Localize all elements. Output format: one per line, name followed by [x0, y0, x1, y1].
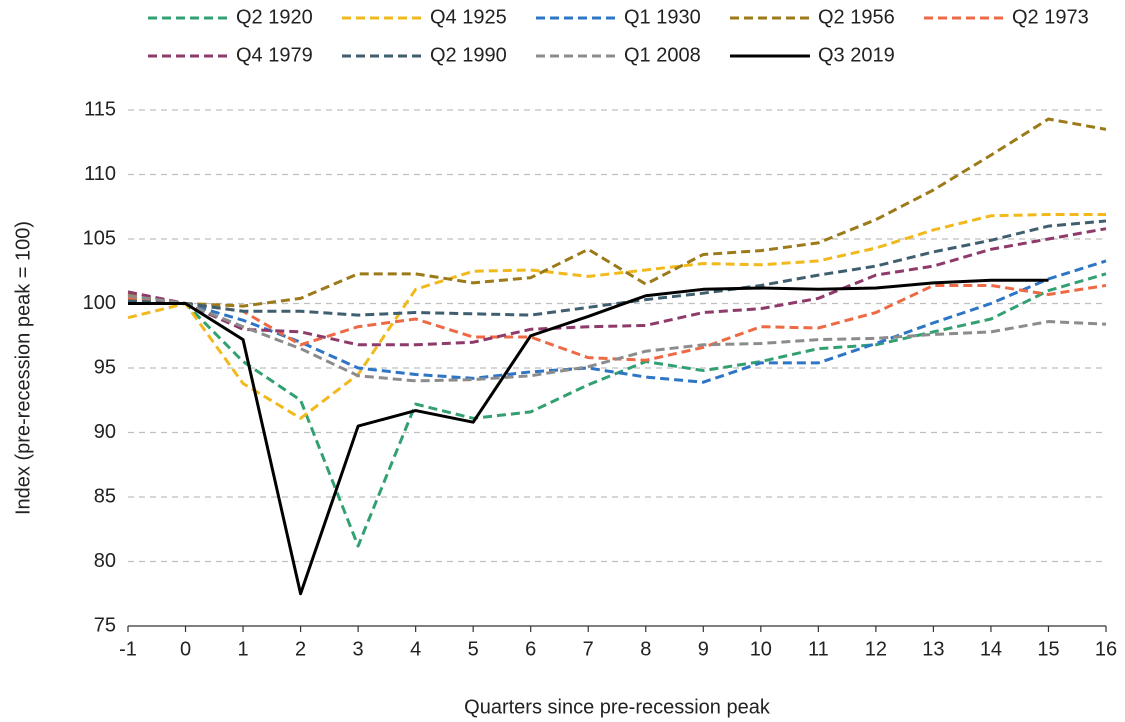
legend-label: Q2 1990: [430, 44, 507, 66]
x-tick-label: 13: [922, 638, 944, 660]
legend-label: Q1 2008: [624, 44, 701, 66]
series-line: [127, 272, 1107, 548]
legend-label: Q1 1930: [624, 6, 701, 28]
x-tick-label: 16: [1095, 638, 1117, 660]
y-tick-label: 105: [83, 227, 116, 249]
x-tick-label: 5: [468, 638, 479, 660]
series-line: [127, 259, 1107, 384]
series-line: [127, 212, 1106, 420]
y-tick-label: 75: [94, 614, 116, 636]
legend-label: Q4 1979: [236, 44, 313, 66]
x-tick-label: 15: [1037, 638, 1059, 660]
x-tick-label: 12: [865, 638, 887, 660]
legend-label: Q2 1920: [236, 6, 313, 28]
x-tick-label: 3: [353, 638, 364, 660]
y-tick-label: 115: [84, 98, 116, 120]
x-tick-label: 2: [295, 638, 306, 660]
x-tick-label: 1: [237, 638, 248, 660]
y-axis-label: Index (pre-recession peak = 100): [12, 221, 34, 515]
legend-label: Q4 1925: [430, 6, 507, 28]
legend-label: Q2 1956: [818, 6, 895, 28]
series-line: [127, 219, 1107, 317]
x-tick-label: 10: [750, 638, 772, 660]
x-tick-label: 6: [525, 638, 536, 660]
y-tick-label: 110: [84, 163, 116, 185]
y-tick-label: 100: [83, 292, 116, 314]
series-line: [127, 117, 1107, 308]
legend-label: Q3 2019: [818, 44, 895, 66]
x-tick-label: -1: [119, 638, 137, 660]
x-tick-label: 9: [698, 638, 709, 660]
legend-label: Q2 1973: [1012, 6, 1089, 28]
series-line: [127, 227, 1107, 347]
series-line: [127, 294, 1107, 383]
x-tick-label: 0: [180, 638, 191, 660]
y-tick-label: 95: [94, 356, 116, 378]
x-tick-label: 8: [640, 638, 651, 660]
x-axis-label: Quarters since pre-recession peak: [464, 696, 771, 718]
y-tick-label: 85: [94, 485, 116, 507]
series-line: [127, 283, 1107, 362]
x-tick-label: 14: [980, 638, 1002, 660]
y-tick-label: 80: [94, 550, 116, 572]
x-tick-label: 11: [808, 638, 829, 660]
x-tick-label: 7: [583, 638, 594, 660]
y-tick-label: 90: [94, 421, 116, 443]
series-line: [128, 278, 1049, 596]
x-tick-label: 4: [410, 638, 421, 660]
